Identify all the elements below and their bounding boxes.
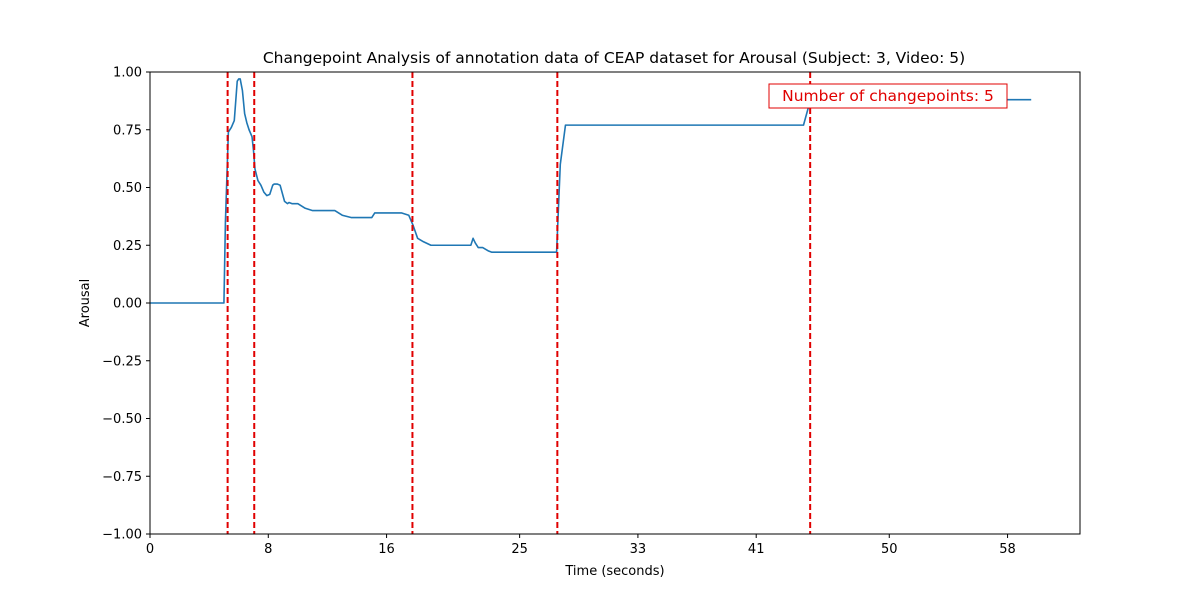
changepoint-count-annotation: Number of changepoints: 5 (768, 83, 1008, 109)
annotation-text: Number of changepoints: 5 (782, 87, 994, 105)
x-axis: 0 8 16 25 33 41 50 58 (146, 534, 1016, 557)
annotation-box-frame (768, 83, 1008, 109)
x-tick-label: 33 (630, 542, 647, 557)
series-line-0 (150, 78, 1032, 304)
x-tick-label: 0 (146, 542, 154, 557)
y-tick-label: 0.50 (113, 181, 142, 196)
y-tick-label: −1.00 (102, 528, 142, 543)
y-tick-label: 0.75 (113, 123, 142, 138)
x-tick-label: 8 (264, 542, 272, 557)
y-tick-label: −0.25 (102, 354, 142, 369)
x-tick-label: 50 (881, 542, 898, 557)
x-tick-label: 16 (378, 542, 395, 557)
x-axis-label: Time (seconds) (564, 564, 664, 579)
x-tick-label: 41 (748, 542, 765, 557)
x-tick-label: 25 (511, 542, 528, 557)
y-tick-label: 0.00 (113, 297, 142, 312)
x-tick-label: 58 (999, 542, 1016, 557)
y-axis-label: Arousal (78, 279, 93, 328)
y-tick-label: 0.25 (113, 239, 142, 254)
y-tick-label: 1.00 (113, 66, 142, 81)
y-tick-label: −0.75 (102, 470, 142, 485)
y-tick-label: −0.50 (102, 412, 142, 427)
chart-title: Changepoint Analysis of annotation data … (263, 49, 965, 67)
plot-frame (149, 71, 1081, 535)
plot-area (150, 72, 1032, 534)
y-axis: −1.00 −0.75 −0.50 −0.25 0.00 0.25 0.50 0.75 1.00 (102, 66, 150, 543)
